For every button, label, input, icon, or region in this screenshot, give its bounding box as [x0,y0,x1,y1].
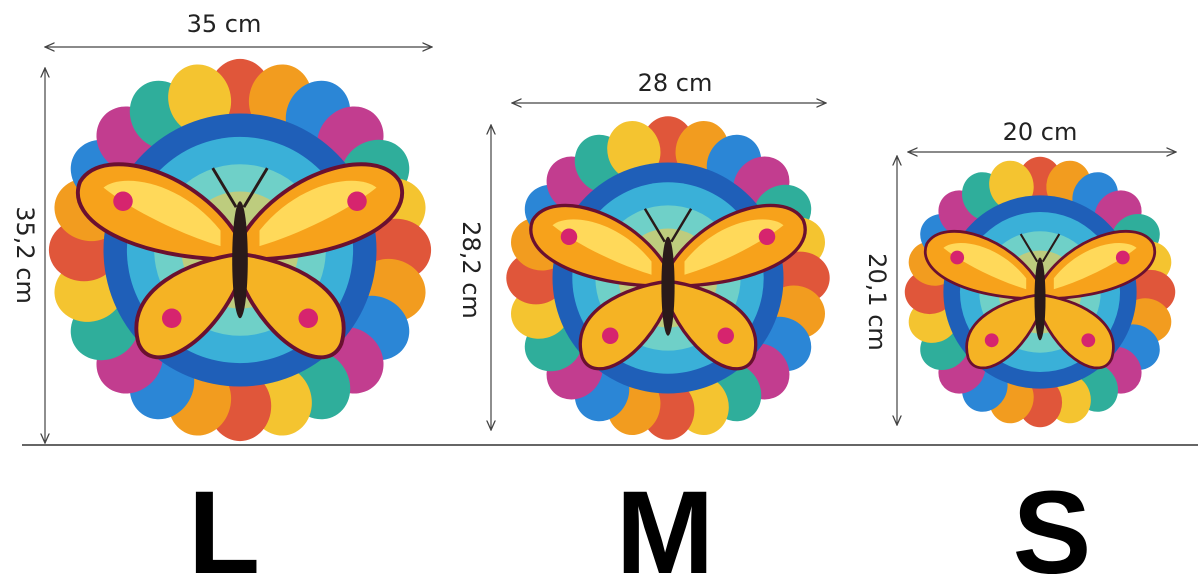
height-label: 20,1 cm [863,253,891,351]
size-letter: S [1013,467,1092,579]
size-letter: L [188,467,260,579]
width-label: 28 cm [638,69,713,97]
sizes: 35 cm 35,2 cm L 28 cm 28,2 cm M 20 cm 20,1 cm S [11,10,1178,579]
size-letter: M [616,467,714,579]
product-image [503,113,833,443]
width-label: 35 cm [187,10,262,38]
product-image [45,55,435,445]
product-image [902,154,1178,430]
height-label: 35,2 cm [11,206,39,304]
height-label: 28,2 cm [457,221,485,319]
width-label: 20 cm [1003,118,1078,146]
